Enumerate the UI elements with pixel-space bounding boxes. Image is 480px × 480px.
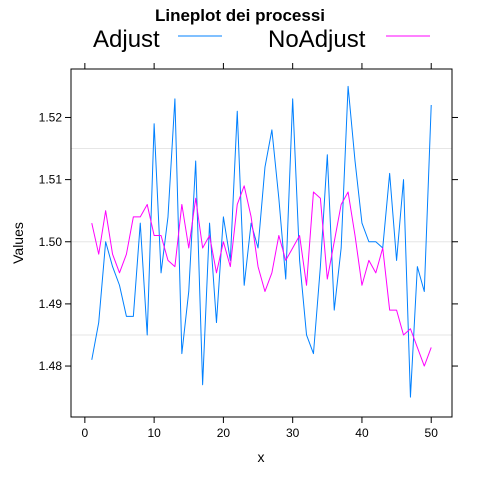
legend: Adjust NoAdjust bbox=[93, 26, 430, 53]
y-tick-label: 1.50 bbox=[39, 235, 63, 249]
y-tick-label: 1.48 bbox=[39, 359, 63, 373]
chart-title: Lineplot dei processi bbox=[155, 6, 325, 25]
series-line-noadjust bbox=[91, 185, 432, 367]
x-tick-label: 30 bbox=[286, 426, 300, 440]
y-axis-label: Values bbox=[10, 222, 26, 264]
y-tick-label: 1.49 bbox=[39, 297, 63, 311]
y-axis: 1.48 1.49 1.50 1.51 1.52 bbox=[39, 110, 458, 373]
series-line-adjust bbox=[91, 85, 432, 398]
x-axis-label: x bbox=[258, 449, 265, 465]
x-tick-label: 10 bbox=[147, 426, 161, 440]
y-tick-label: 1.51 bbox=[39, 173, 63, 187]
x-axis: 0 10 20 30 40 50 bbox=[82, 63, 439, 440]
series-layer bbox=[91, 85, 432, 398]
y-tick-label: 1.52 bbox=[39, 110, 63, 124]
x-tick-label: 0 bbox=[82, 426, 89, 440]
x-tick-label: 50 bbox=[425, 426, 439, 440]
legend-label-noadjust: NoAdjust bbox=[268, 26, 366, 53]
grid-lines bbox=[71, 148, 452, 336]
x-tick-label: 20 bbox=[217, 426, 231, 440]
plot-frame bbox=[70, 68, 453, 418]
x-tick-label: 40 bbox=[355, 426, 369, 440]
legend-label-adjust: Adjust bbox=[93, 26, 160, 53]
